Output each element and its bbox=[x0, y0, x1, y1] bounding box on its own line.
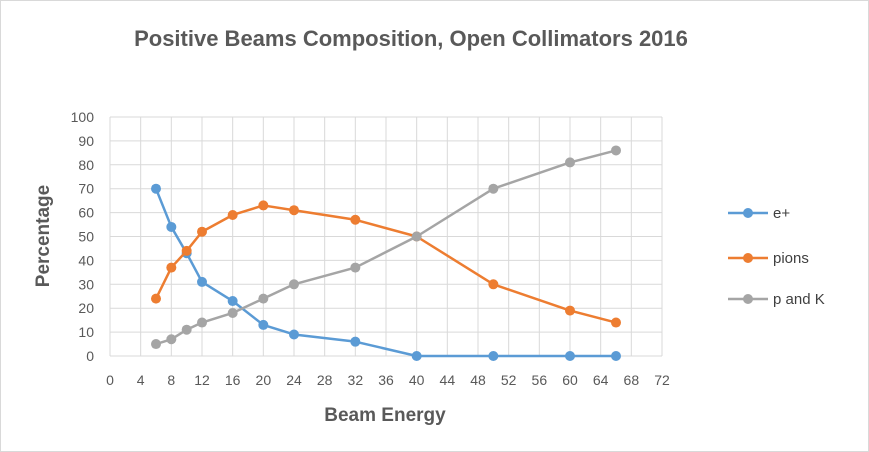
data-point bbox=[181, 324, 192, 335]
x-tick-label: 64 bbox=[593, 372, 609, 388]
data-point bbox=[488, 279, 499, 290]
data-point bbox=[488, 351, 499, 361]
x-tick-label: 52 bbox=[501, 372, 517, 388]
y-tick-label: 20 bbox=[78, 300, 94, 316]
y-tick-label: 100 bbox=[71, 109, 95, 125]
y-tick-label: 40 bbox=[78, 252, 94, 268]
x-tick-label: 28 bbox=[317, 372, 333, 388]
data-point bbox=[258, 293, 269, 304]
data-point bbox=[289, 329, 299, 340]
x-tick-label: 0 bbox=[106, 372, 114, 388]
data-point bbox=[411, 351, 422, 361]
x-tick-label: 72 bbox=[654, 372, 670, 388]
data-point bbox=[151, 293, 161, 304]
y-tick-label: 30 bbox=[78, 276, 94, 292]
y-tick-label: 80 bbox=[78, 157, 94, 173]
data-point bbox=[289, 279, 299, 290]
data-point bbox=[411, 231, 422, 242]
x-tick-label: 56 bbox=[532, 372, 548, 388]
x-tick-label: 32 bbox=[348, 372, 364, 388]
data-point bbox=[227, 296, 238, 307]
data-point bbox=[350, 262, 361, 273]
legend-label: pions bbox=[773, 250, 809, 267]
y-tick-labels: 0 10 20 30 40 50 60 70 80 90 100 bbox=[71, 109, 95, 364]
legend-marker bbox=[743, 208, 753, 218]
y-tick-label: 60 bbox=[78, 205, 94, 221]
data-point bbox=[611, 351, 621, 361]
y-tick-label: 50 bbox=[78, 229, 94, 245]
x-tick-label: 8 bbox=[167, 372, 175, 388]
x-tick-label: 24 bbox=[286, 372, 302, 388]
data-point bbox=[258, 200, 269, 211]
data-point bbox=[166, 334, 177, 345]
data-point bbox=[166, 221, 177, 232]
data-point bbox=[197, 226, 207, 237]
x-tick-labels: 0 4 8 12 16 20 24 28 32 36 40 44 48 52 56 60 64 68 72 bbox=[106, 372, 670, 388]
x-tick-label: 60 bbox=[562, 372, 578, 388]
legend-marker bbox=[743, 253, 753, 263]
y-tick-label: 70 bbox=[78, 181, 94, 197]
data-point bbox=[181, 245, 192, 256]
x-tick-label: 68 bbox=[624, 372, 640, 388]
data-point bbox=[227, 209, 238, 220]
chart-title: Positive Beams Composition, Open Collima… bbox=[134, 26, 688, 51]
data-point bbox=[197, 276, 207, 287]
legend-label: e+ bbox=[773, 205, 790, 222]
y-tick-label: 90 bbox=[78, 133, 94, 149]
x-tick-label: 36 bbox=[378, 372, 394, 388]
gridlines bbox=[109, 116, 663, 357]
data-point bbox=[611, 145, 621, 156]
y-axis-title: Percentage bbox=[33, 185, 54, 287]
data-point bbox=[197, 317, 207, 328]
x-tick-label: 16 bbox=[225, 372, 241, 388]
legend-marker bbox=[743, 294, 753, 304]
data-point bbox=[565, 351, 575, 361]
data-point bbox=[350, 214, 361, 225]
legend: e+ pions p and K bbox=[728, 205, 825, 308]
data-point bbox=[227, 307, 238, 318]
data-point bbox=[151, 183, 161, 194]
x-axis-title: Beam Energy bbox=[324, 405, 446, 426]
x-tick-label: 40 bbox=[409, 372, 425, 388]
data-point bbox=[289, 205, 299, 216]
data-point bbox=[565, 305, 575, 316]
data-point bbox=[350, 336, 361, 347]
y-tick-label: 10 bbox=[78, 324, 94, 340]
data-point bbox=[166, 262, 177, 273]
data-point bbox=[151, 339, 161, 350]
x-tick-label: 12 bbox=[194, 372, 210, 388]
x-tick-label: 20 bbox=[256, 372, 272, 388]
x-tick-label: 44 bbox=[440, 372, 456, 388]
data-point bbox=[488, 183, 499, 194]
legend-label: p and K bbox=[773, 291, 825, 308]
data-point bbox=[258, 319, 269, 330]
data-point bbox=[611, 317, 621, 328]
x-tick-label: 48 bbox=[470, 372, 486, 388]
y-tick-label: 0 bbox=[86, 348, 94, 364]
data-point bbox=[565, 157, 575, 168]
x-tick-label: 4 bbox=[137, 372, 145, 388]
series-group bbox=[151, 145, 621, 361]
